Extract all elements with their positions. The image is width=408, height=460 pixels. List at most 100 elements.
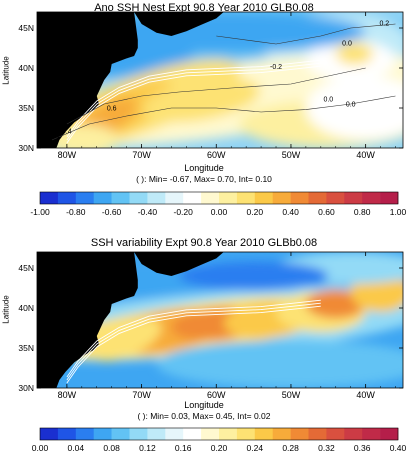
colorbar-label: 0.60 <box>318 207 335 217</box>
x-tick-label: 70W <box>132 150 151 160</box>
colorbar-label: 0.40 <box>390 443 407 453</box>
contour-line <box>216 23 396 45</box>
colorbar-swatch <box>165 428 184 440</box>
gulf-stream-contour <box>66 59 321 138</box>
field-blob <box>92 318 162 362</box>
colorbar-swatch <box>362 428 381 440</box>
colorbar-swatch <box>129 192 148 204</box>
colorbar-label: 0.00 <box>211 207 228 217</box>
chart2-xlabel: Longitude <box>184 400 224 410</box>
x-tick-label: 50W <box>282 390 301 400</box>
colorbar-swatch <box>344 428 363 440</box>
colorbar-frame <box>39 427 399 441</box>
colorbar-swatch <box>201 192 220 204</box>
colorbar-swatch <box>236 428 256 440</box>
gulf-stream-contour <box>66 302 321 381</box>
colorbar-swatch <box>165 192 184 204</box>
colorbar-label: 0.32 <box>318 443 335 453</box>
colorbar-swatch <box>201 428 220 440</box>
field-blob <box>305 289 366 319</box>
x-tick-label: 40W <box>356 390 375 400</box>
x-tick-label: 60W <box>207 390 226 400</box>
colorbar-swatch <box>183 192 202 204</box>
colorbar-swatch <box>129 428 148 440</box>
colorbar-swatch <box>147 428 166 440</box>
colorbar-swatch <box>57 192 77 204</box>
colorbar-label: 0.24 <box>247 443 264 453</box>
colorbar-swatch <box>40 192 59 204</box>
colorbar-swatch <box>219 192 238 204</box>
x-tick-label: 80W <box>58 390 77 400</box>
colorbar-label: 0.20 <box>211 443 228 453</box>
colorbar-frame <box>39 191 399 205</box>
contour-line <box>66 67 366 125</box>
colorbar-label: 0.12 <box>139 443 156 453</box>
colorbar-swatch <box>326 192 345 204</box>
contour-label: 0.6 <box>107 105 117 112</box>
x-tick-label: 70W <box>132 390 151 400</box>
contour-label: 0.0 <box>346 101 356 108</box>
chart1-colorbar: -1.00 -0.80 -0.60 -0.40 -0.20 0.00 0.20 0.40 0.6… <box>30 191 407 217</box>
colorbar-swatch <box>111 428 130 440</box>
land-mass <box>37 252 224 276</box>
colorbar-swatch <box>290 192 309 204</box>
chart2-title: SSH variability Expt 90.8 Year 2010 GLBb… <box>90 237 318 249</box>
field-blob <box>178 261 329 291</box>
land-mass <box>37 12 138 148</box>
colorbar-label: 0.00 <box>32 443 49 453</box>
colorbar-swatch <box>290 428 309 440</box>
colorbar-swatch <box>308 192 327 204</box>
colorbar-swatch <box>380 428 399 440</box>
chart1-title: Ano SSH Nest Expt 90.8 Year 2010 GLB0.08 <box>94 2 314 14</box>
colorbar-label: -0.60 <box>102 207 122 217</box>
colorbar-label: 0.80 <box>354 207 371 217</box>
x-tick-label: 60W <box>207 150 226 160</box>
colorbar-label: 0.08 <box>103 443 120 453</box>
field-blob <box>305 76 403 140</box>
gulf-stream-contour <box>66 65 321 144</box>
land-mass <box>37 252 138 388</box>
colorbar-swatch <box>75 192 94 204</box>
colorbar-swatch <box>111 192 130 204</box>
colorbar-swatch <box>40 428 59 440</box>
chart1-xlabel: Longitude <box>184 163 224 173</box>
y-tick-label: 35N <box>18 103 34 113</box>
contour-label: 0.0 <box>323 97 333 104</box>
colorbar-swatch <box>326 428 345 440</box>
y-tick-label: 30N <box>18 143 34 153</box>
colorbar-label: -0.40 <box>138 207 158 217</box>
field-blob <box>335 42 374 65</box>
colorbar-swatch <box>254 428 273 440</box>
colorbar-swatch <box>362 192 381 204</box>
chart2-colorbar: 0.00 0.04 0.08 0.12 0.16 0.20 0.24 0.28 0.32 0.36… <box>32 427 407 453</box>
chart2-map: 80W 70W 60W 50W 40W 30N 35N 40N 45N <box>18 251 404 400</box>
y-tick-label: 45N <box>18 263 34 273</box>
gulf-stream-contour <box>66 299 321 378</box>
y-tick-label: 40N <box>18 63 34 73</box>
plot-frame <box>36 11 404 149</box>
colorbar-label: -1.00 <box>30 207 50 217</box>
chart2-stats: ( ): Min= 0.03, Max= 0.45, Int= 0.02 <box>137 411 271 421</box>
contour-label: -0.2 <box>270 64 282 71</box>
colorbar-label: 0.20 <box>247 207 264 217</box>
x-tick-label: 50W <box>282 150 301 160</box>
colorbar-swatch <box>75 428 94 440</box>
contour-label: 0.0 <box>342 41 352 48</box>
x-tick-label: 40W <box>356 150 375 160</box>
colorbar-label: 0.40 <box>282 207 299 217</box>
colorbar-swatch <box>57 428 77 440</box>
colorbar-label: 0.36 <box>354 443 371 453</box>
colorbar-swatch <box>344 192 363 204</box>
colorbar-label: 0.28 <box>282 443 299 453</box>
colorbar-swatch <box>93 192 112 204</box>
colorbar-label: 0.04 <box>68 443 85 453</box>
plot-frame <box>36 251 404 389</box>
contour-line <box>51 95 396 141</box>
colorbar-swatch <box>183 428 202 440</box>
colorbar-label: -0.20 <box>174 207 194 217</box>
y-tick-label: 35N <box>18 343 34 353</box>
colorbar-swatch <box>147 192 166 204</box>
contour-label: 0.2 <box>379 21 389 28</box>
colorbar-swatch <box>254 192 273 204</box>
